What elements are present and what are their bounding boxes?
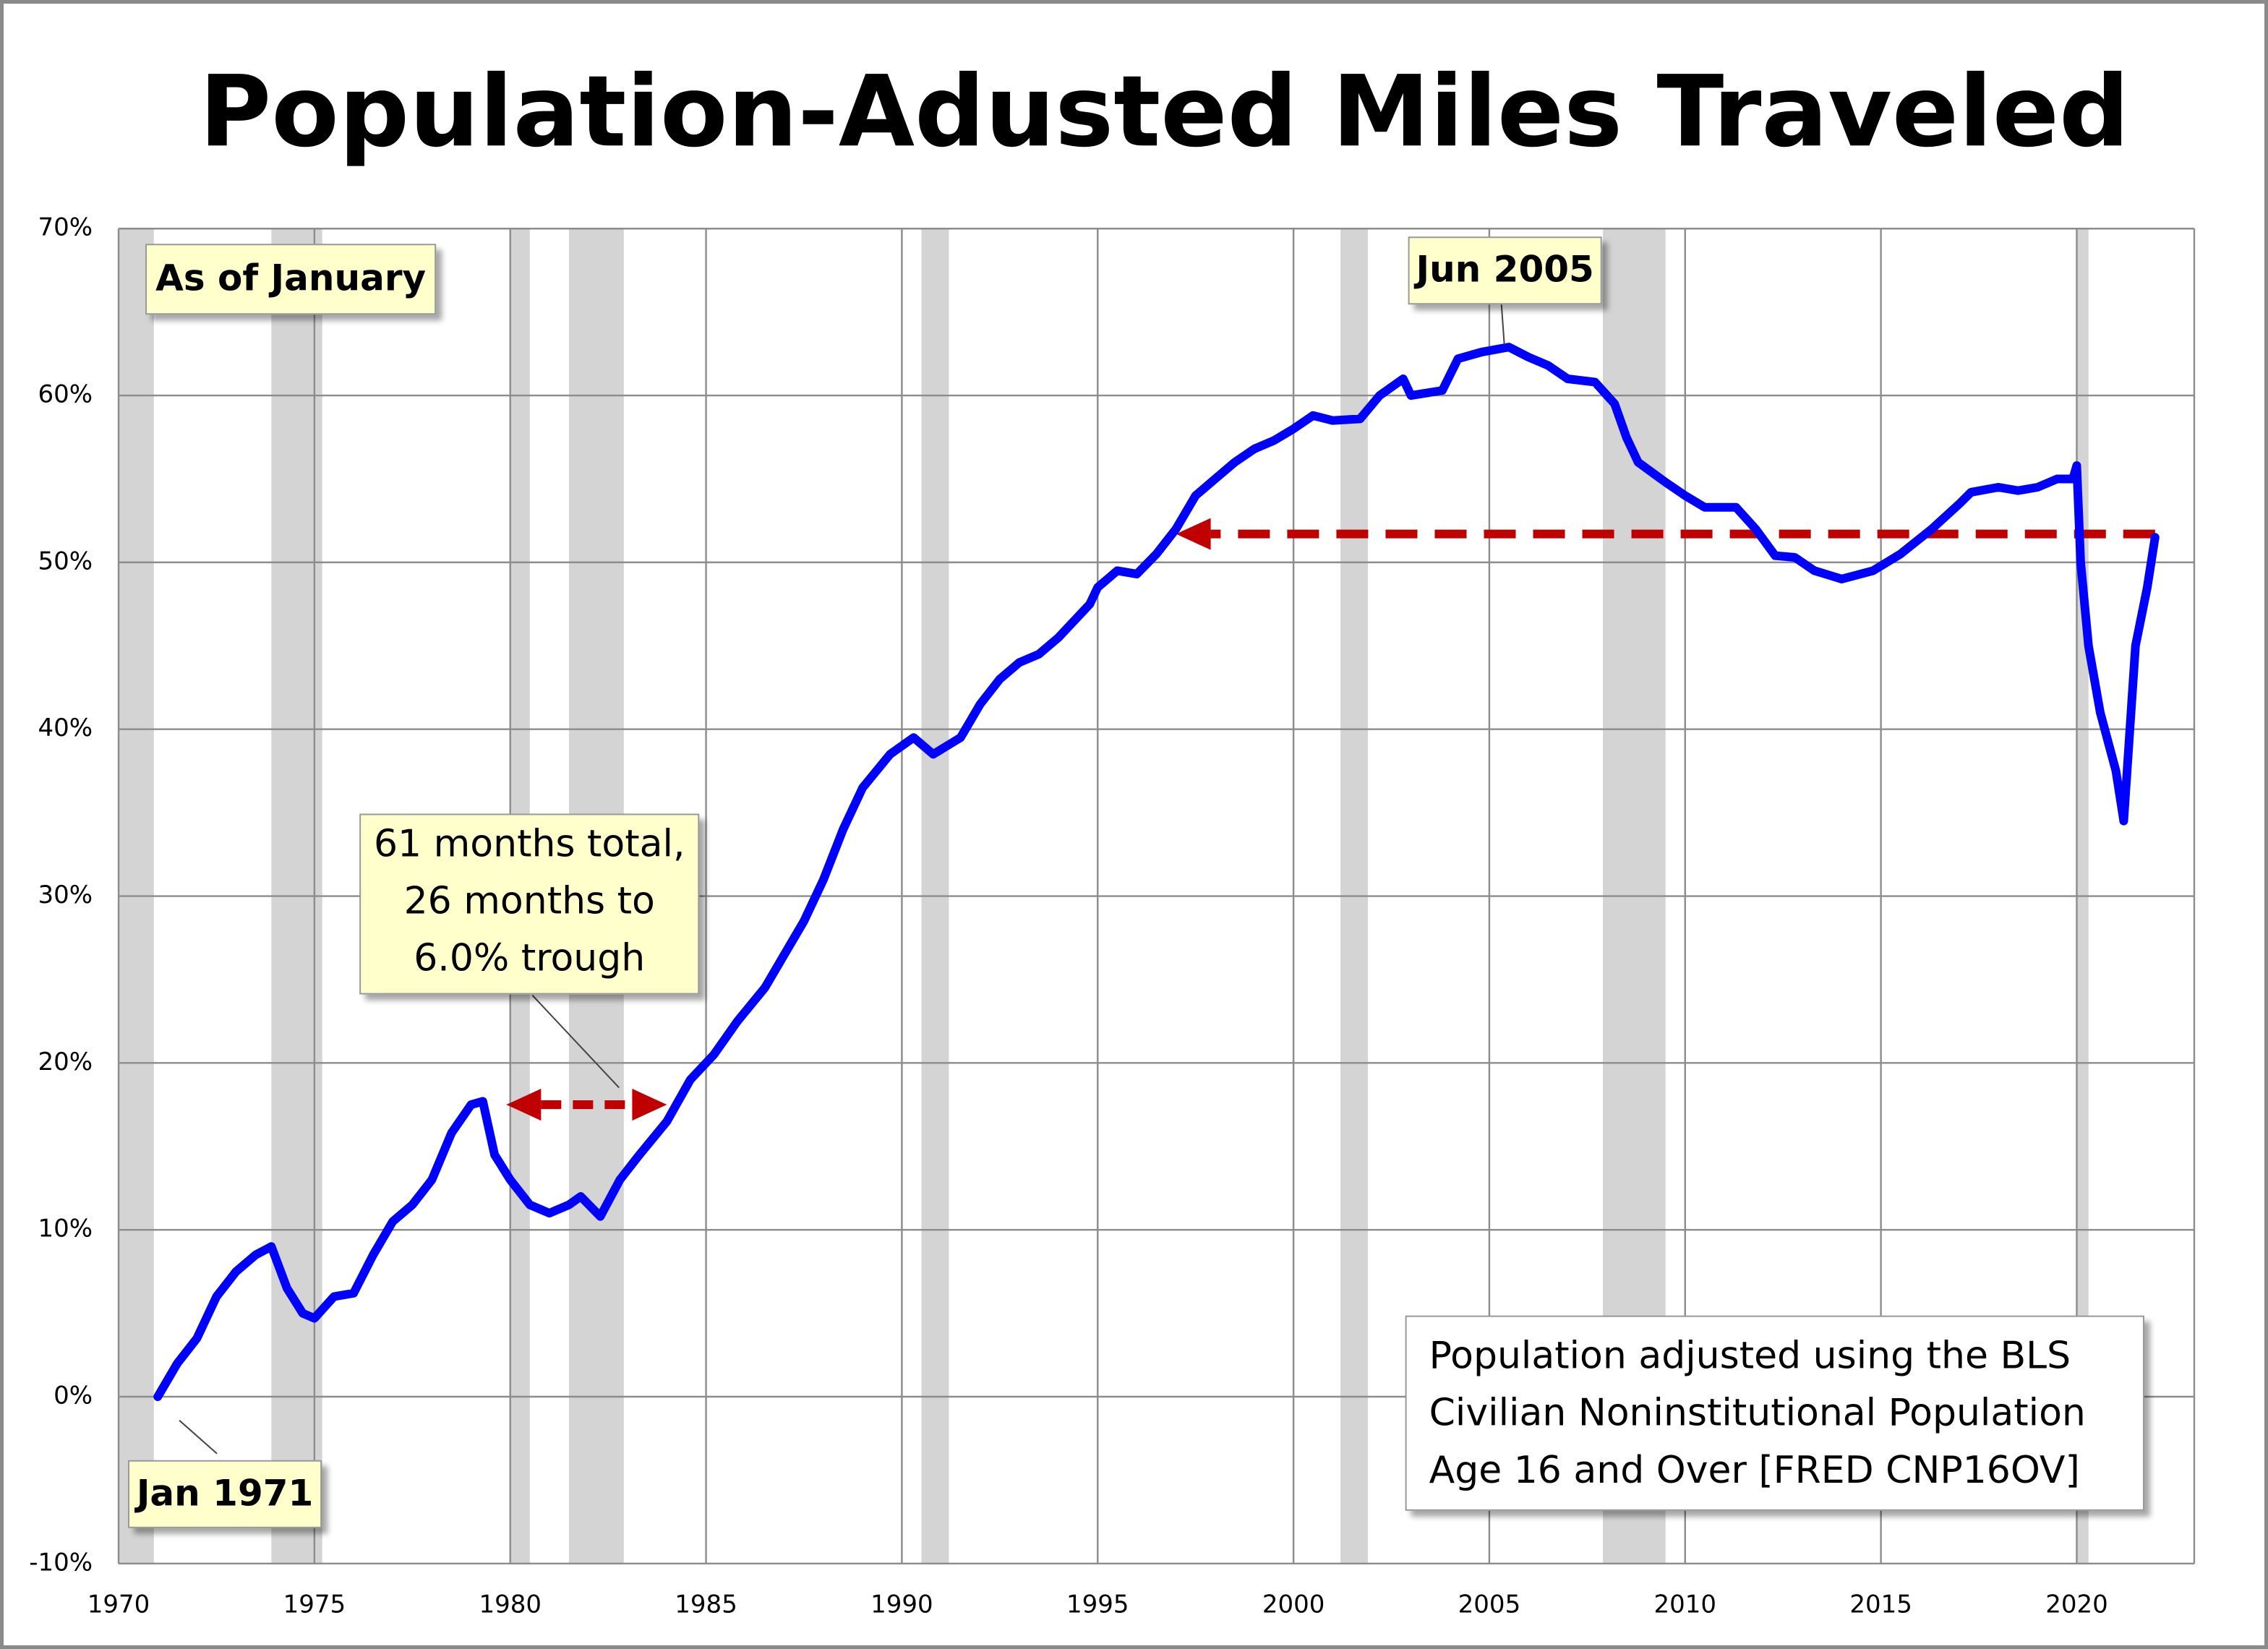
y-tick-label: 30%: [38, 881, 93, 909]
y-tick-label: 10%: [38, 1215, 93, 1243]
arrow-head: [1176, 518, 1211, 550]
x-tick-label: 1975: [283, 1590, 346, 1619]
x-tick-label: 1980: [479, 1590, 542, 1619]
as-of-text: As of January: [155, 257, 426, 299]
leader-line: [531, 994, 620, 1089]
x-tick-label: 2015: [1849, 1590, 1912, 1619]
recession-note-text: 61 months total,: [374, 823, 685, 866]
y-tick-label: 60%: [38, 380, 93, 409]
x-tick-label: 1995: [1066, 1590, 1129, 1619]
start-text: Jan 1971: [134, 1472, 314, 1514]
y-tick-label: 40%: [38, 714, 93, 742]
recession-note-box: [359, 813, 700, 995]
x-tick-label: 2010: [1654, 1590, 1717, 1619]
y-tick-label: 0%: [54, 1382, 93, 1410]
chart-title: Population-Adusted Miles Traveled: [200, 55, 2130, 169]
x-tick-label: 1970: [87, 1590, 150, 1619]
x-tick-label: 1985: [675, 1590, 737, 1619]
recession-note-text: 26 months to: [404, 880, 655, 923]
y-tick-label: 50%: [38, 547, 93, 575]
source-note-text: Population adjusted using the BLS: [1429, 1335, 2071, 1378]
y-tick-label: -10%: [29, 1548, 93, 1577]
leader-line: [179, 1420, 218, 1455]
as-of-box: [145, 244, 437, 315]
data-line: [153, 343, 2160, 1402]
source-note-text: Civilian Noninstitutional Population: [1429, 1392, 2086, 1435]
source-note-box: [1405, 1315, 2144, 1511]
y-tick-label: 70%: [38, 213, 93, 242]
recession-note-text: 6.0% trough: [414, 937, 645, 980]
x-tick-label: 2005: [1458, 1590, 1521, 1619]
x-tick-label: 2020: [2045, 1590, 2108, 1619]
arrow-head: [506, 1089, 542, 1121]
peak-box: [1408, 236, 1602, 305]
y-tick-label: 20%: [38, 1048, 93, 1076]
peak-text: Jun 2005: [1413, 249, 1593, 291]
leader-line: [1500, 304, 1505, 345]
source-note-text: Age 16 and Over [FRED CNP16OV]: [1429, 1449, 2080, 1492]
arrow-head: [632, 1089, 667, 1121]
x-tick-label: 2000: [1262, 1590, 1325, 1619]
start-box: [128, 1460, 322, 1528]
x-tick-label: 1990: [870, 1590, 933, 1619]
